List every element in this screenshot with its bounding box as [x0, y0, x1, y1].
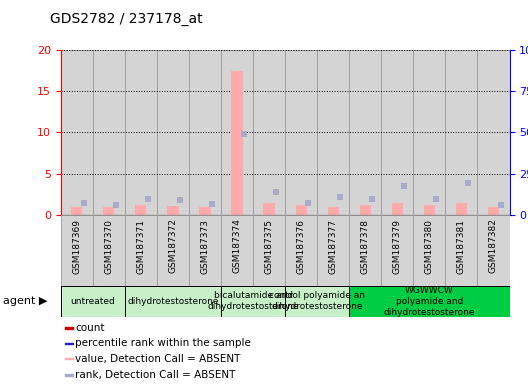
Bar [285, 215, 317, 286]
Text: control polyamide an
dihydrotestosterone: control polyamide an dihydrotestosterone [269, 291, 365, 311]
Text: count: count [76, 323, 105, 333]
Bar [317, 50, 349, 215]
Bar [296, 205, 307, 215]
Bar [413, 215, 446, 286]
Bar [253, 215, 285, 286]
Bar [381, 215, 413, 286]
Text: rank, Detection Call = ABSENT: rank, Detection Call = ABSENT [76, 370, 235, 380]
Bar [392, 203, 403, 215]
Text: untreated: untreated [70, 297, 115, 306]
Bar [71, 207, 82, 215]
Text: GSM187379: GSM187379 [393, 218, 402, 273]
Bar [424, 205, 435, 215]
Bar [349, 286, 510, 317]
Bar [65, 358, 73, 359]
Bar [125, 286, 221, 317]
Bar [349, 215, 381, 286]
Bar [93, 50, 125, 215]
Text: GSM187370: GSM187370 [105, 218, 114, 273]
Bar [157, 50, 189, 215]
Bar [103, 207, 115, 215]
Bar [285, 286, 349, 317]
Bar [317, 215, 349, 286]
Bar [488, 207, 499, 215]
Bar [167, 206, 178, 215]
Bar [231, 71, 243, 215]
Bar [189, 50, 221, 215]
Text: agent ▶: agent ▶ [3, 296, 47, 306]
Text: bicalutamide and
dihydrotestosterone: bicalutamide and dihydrotestosterone [208, 291, 299, 311]
Text: GSM187373: GSM187373 [201, 218, 210, 273]
Text: WGWWCW
polyamide and
dihydrotestosterone: WGWWCW polyamide and dihydrotestosterone [384, 286, 475, 317]
Text: GDS2782 / 237178_at: GDS2782 / 237178_at [50, 12, 203, 25]
Bar [446, 215, 477, 286]
Text: GSM187382: GSM187382 [489, 218, 498, 273]
Bar [93, 215, 125, 286]
Text: GSM187378: GSM187378 [361, 218, 370, 273]
Bar [263, 203, 275, 215]
Text: GSM187374: GSM187374 [232, 218, 241, 273]
Bar [349, 50, 381, 215]
Bar [327, 207, 339, 215]
Bar [125, 50, 157, 215]
Bar [135, 205, 146, 215]
Text: GSM187381: GSM187381 [457, 218, 466, 273]
Bar [413, 50, 446, 215]
Text: GSM187369: GSM187369 [72, 218, 81, 273]
Bar [381, 50, 413, 215]
Text: percentile rank within the sample: percentile rank within the sample [76, 338, 251, 348]
Bar [65, 374, 73, 376]
Bar [477, 215, 510, 286]
Text: GSM187375: GSM187375 [265, 218, 274, 273]
Text: GSM187377: GSM187377 [329, 218, 338, 273]
Bar [61, 286, 125, 317]
Bar [200, 207, 211, 215]
Bar [446, 50, 477, 215]
Bar [285, 50, 317, 215]
Bar [360, 205, 371, 215]
Bar [189, 215, 221, 286]
Bar [221, 215, 253, 286]
Bar [477, 50, 510, 215]
Text: dihydrotestosterone: dihydrotestosterone [127, 297, 219, 306]
Bar [61, 215, 93, 286]
Bar [65, 343, 73, 344]
Bar [157, 215, 189, 286]
Bar [65, 327, 73, 329]
Text: GSM187372: GSM187372 [168, 218, 177, 273]
Bar [253, 50, 285, 215]
Text: GSM187371: GSM187371 [136, 218, 145, 273]
Text: GSM187380: GSM187380 [425, 218, 434, 273]
Bar [221, 286, 285, 317]
Text: value, Detection Call = ABSENT: value, Detection Call = ABSENT [76, 354, 241, 364]
Bar [61, 50, 93, 215]
Bar [456, 203, 467, 215]
Bar [221, 50, 253, 215]
Bar [125, 215, 157, 286]
Text: GSM187376: GSM187376 [297, 218, 306, 273]
